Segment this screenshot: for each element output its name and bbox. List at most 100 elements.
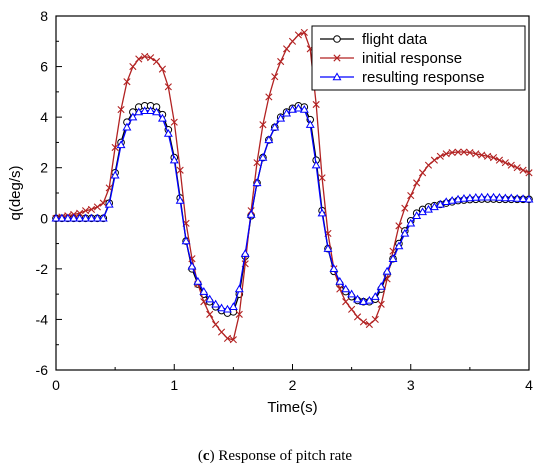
- data-point-resulting-response: [169, 155, 179, 164]
- data-point-initial-response: [300, 28, 308, 37]
- data-point-initial-response: [294, 31, 303, 39]
- series-line-resulting-response: [56, 107, 530, 310]
- data-point-initial-response: [466, 148, 474, 157]
- data-point-resulting-response: [388, 254, 398, 262]
- data-point-initial-response: [454, 148, 462, 156]
- data-point-resulting-response: [358, 297, 368, 305]
- data-point-resulting-response: [471, 192, 481, 201]
- data-point-initial-response: [495, 156, 504, 164]
- data-point-initial-response: [117, 105, 125, 114]
- x-tick-label: 3: [407, 377, 415, 393]
- data-point-resulting-response: [518, 194, 528, 203]
- data-point-initial-response: [472, 150, 480, 158]
- data-point-initial-response: [318, 174, 326, 182]
- data-point-initial-response: [212, 320, 220, 329]
- data-point-resulting-response: [412, 211, 422, 219]
- figure-caption: (c) Response of pitch rate: [197, 448, 353, 464]
- data-point-resulting-response: [524, 194, 534, 203]
- data-point-resulting-response: [489, 192, 498, 201]
- data-point-resulting-response: [211, 299, 221, 308]
- data-point-initial-response: [235, 310, 243, 318]
- data-point-resulting-response: [282, 108, 292, 117]
- data-point-initial-response: [223, 334, 232, 342]
- caption-tag: c: [202, 448, 210, 464]
- x-tick-label: 4: [525, 377, 533, 393]
- data-point-resulting-response: [240, 249, 250, 257]
- data-point-resulting-response: [317, 208, 327, 217]
- data-point-resulting-response: [364, 295, 374, 304]
- data-point-initial-response: [164, 83, 172, 91]
- data-point-resulting-response: [370, 292, 380, 300]
- data-point-initial-response: [200, 298, 208, 306]
- data-point-initial-response: [489, 154, 498, 162]
- data-point-resulting-response: [228, 302, 238, 310]
- data-point-initial-response: [525, 169, 533, 177]
- data-point-initial-response: [176, 166, 184, 174]
- data-point-initial-response: [395, 222, 403, 230]
- data-point-initial-response: [123, 78, 131, 86]
- data-point-resulting-response: [512, 193, 522, 202]
- data-point-initial-response: [206, 310, 214, 318]
- data-point-resulting-response: [187, 261, 197, 270]
- y-tick-label: 2: [40, 160, 48, 176]
- legend-marker-flight-data: [333, 35, 341, 43]
- data-point-initial-response: [413, 179, 421, 187]
- data-point-resulting-response: [288, 104, 297, 113]
- data-point-resulting-response: [234, 284, 244, 293]
- data-point-resulting-response: [128, 112, 138, 121]
- x-tick-label: 1: [170, 377, 178, 393]
- legend-label-initial-response: initial response: [362, 50, 462, 67]
- x-tick-label: 0: [52, 377, 60, 393]
- data-point-resulting-response: [134, 107, 144, 116]
- data-point-resulting-response: [465, 193, 475, 202]
- data-point-resulting-response: [276, 113, 286, 122]
- data-point-resulting-response: [110, 170, 120, 179]
- data-point-initial-response: [158, 65, 167, 73]
- y-tick-label: 0: [40, 210, 48, 226]
- x-axis-title: Time(s): [267, 399, 317, 416]
- data-point-resulting-response: [293, 103, 303, 112]
- data-point-resulting-response: [453, 194, 463, 203]
- data-point-resulting-response: [477, 192, 487, 201]
- data-point-resulting-response: [429, 202, 439, 211]
- data-point-initial-response: [519, 166, 527, 174]
- data-point-resulting-response: [305, 120, 315, 128]
- x-tick-label: 2: [289, 377, 297, 393]
- data-point-resulting-response: [69, 213, 79, 222]
- y-tick-label: -2: [36, 261, 49, 277]
- series-line-flight-data: [56, 105, 529, 314]
- data-point-resulting-response: [87, 213, 96, 222]
- legend-label-resulting-response: resulting response: [362, 69, 485, 86]
- series-resulting-response: [51, 103, 534, 313]
- data-point-resulting-response: [116, 140, 126, 149]
- data-point-initial-response: [513, 164, 521, 172]
- data-point-initial-response: [99, 199, 107, 207]
- data-point-resulting-response: [98, 213, 108, 222]
- data-point-initial-response: [271, 73, 279, 81]
- data-point-resulting-response: [75, 213, 85, 222]
- data-point-resulting-response: [341, 284, 351, 293]
- data-point-initial-response: [484, 152, 492, 160]
- data-point-resulting-response: [193, 276, 203, 285]
- data-point-initial-response: [448, 148, 456, 157]
- data-point-initial-response: [507, 161, 515, 169]
- data-point-resulting-response: [329, 264, 339, 273]
- data-point-resulting-response: [459, 193, 469, 202]
- data-point-resulting-response: [406, 218, 416, 227]
- data-point-resulting-response: [258, 152, 268, 161]
- data-point-resulting-response: [146, 106, 156, 115]
- data-point-initial-response: [418, 169, 427, 177]
- data-point-resulting-response: [264, 135, 274, 144]
- data-point-resulting-response: [175, 195, 185, 204]
- data-point-initial-response: [288, 37, 297, 45]
- data-point-resulting-response: [382, 266, 392, 275]
- data-point-initial-response: [436, 152, 444, 160]
- data-point-initial-response: [430, 156, 438, 164]
- data-point-initial-response: [229, 336, 237, 344]
- legend-label-flight-data: flight data: [362, 31, 428, 48]
- plot-layer: 0 1 2 3 4 -6 -4 -2 0 2 4 6 8 Time(s) q(deg/s): [7, 8, 534, 416]
- data-point-resulting-response: [51, 213, 61, 222]
- data-point-initial-response: [105, 184, 113, 192]
- data-point-resulting-response: [199, 287, 209, 295]
- data-point-resulting-response: [140, 106, 150, 115]
